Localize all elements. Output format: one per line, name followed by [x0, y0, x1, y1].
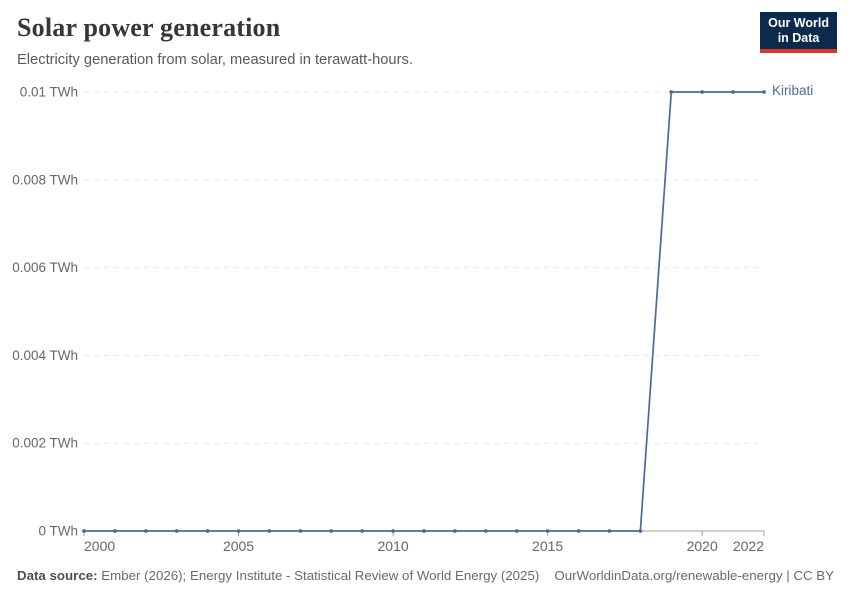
data-point: [174, 529, 179, 533]
x-axis-label: 2010: [378, 538, 409, 554]
y-axis-label: 0.01 TWh: [20, 85, 78, 100]
x-axis-label: 2000: [84, 538, 115, 554]
owid-logo[interactable]: Our World in Data: [760, 12, 837, 53]
footer-link[interactable]: OurWorldinData.org/renewable-energy | CC…: [554, 568, 834, 583]
data-point: [762, 90, 766, 94]
x-axis-label: 2020: [687, 538, 718, 554]
data-point: [483, 529, 488, 533]
data-point: [205, 529, 210, 533]
data-point: [453, 529, 457, 533]
y-axis-label: 0.008 TWh: [12, 172, 78, 187]
data-point: [143, 529, 148, 533]
x-axis-label: 2005: [223, 538, 254, 554]
data-source: Data source: Ember (2026); Energy Instit…: [17, 568, 539, 583]
data-point: [82, 529, 86, 533]
data-point: [422, 529, 426, 533]
series-label: Kiribati: [772, 83, 814, 98]
data-point: [267, 529, 272, 533]
data-point: [545, 529, 550, 533]
chart-footer: Data source: Ember (2026); Energy Instit…: [17, 568, 834, 583]
data-line: [84, 91, 764, 532]
data-point: [669, 90, 674, 94]
chart-subtitle: Electricity generation from solar, measu…: [17, 52, 413, 68]
x-axis-label: 2022: [733, 538, 764, 554]
data-point: [298, 529, 303, 533]
owid-logo-line1: Our World: [768, 16, 829, 30]
data-point: [113, 529, 117, 533]
data-point: [514, 529, 519, 533]
data-point: [607, 529, 612, 533]
page-title: Solar power generation: [17, 13, 281, 42]
data-point: [391, 529, 395, 533]
data-point: [576, 529, 581, 533]
data-point: [731, 90, 735, 94]
data-point: [700, 90, 705, 94]
data-point: [638, 529, 643, 533]
y-axis-label: 0.006 TWh: [12, 260, 78, 275]
data-point: [360, 529, 365, 533]
data-source-text: Ember (2026); Energy Institute - Statist…: [101, 568, 540, 583]
data-source-label: Data source:: [17, 568, 98, 583]
y-axis-label: 0.004 TWh: [12, 348, 78, 363]
data-point: [236, 529, 241, 533]
y-axis-label: 0 TWh: [38, 524, 78, 539]
x-axis-label: 2015: [532, 538, 563, 554]
y-axis-label: 0.002 TWh: [12, 436, 78, 451]
data-point: [329, 529, 334, 533]
owid-logo-line2: in Data: [777, 31, 820, 45]
